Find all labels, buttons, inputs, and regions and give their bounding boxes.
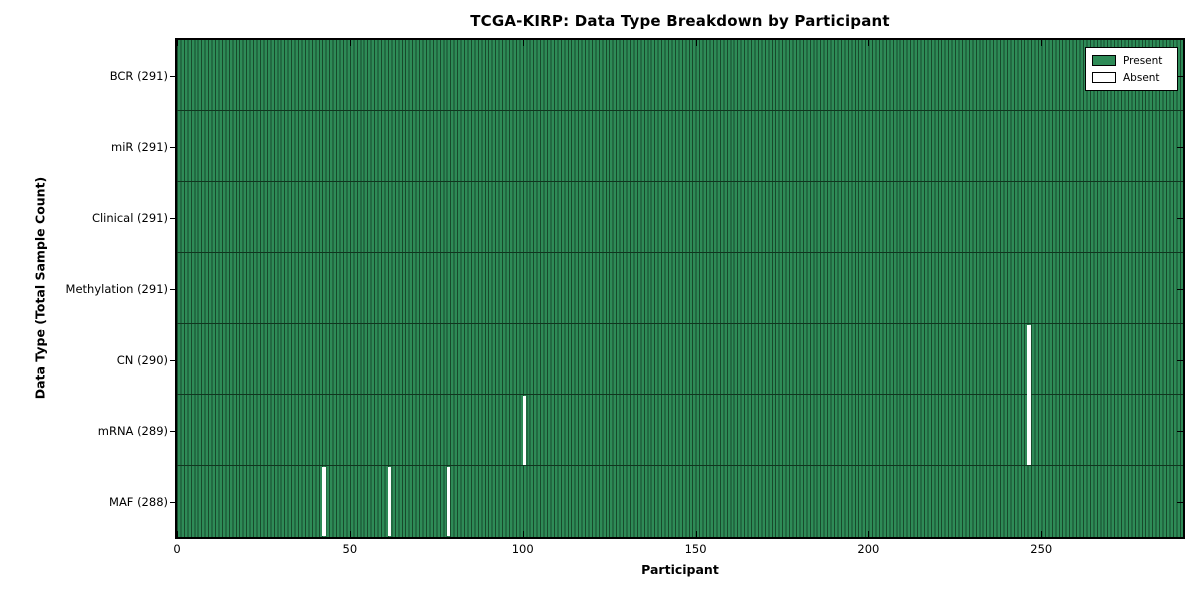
row-Methylation xyxy=(177,253,1183,324)
legend-item-absent: Absent xyxy=(1092,72,1171,84)
row-BCR xyxy=(177,40,1183,111)
x-tick-250 xyxy=(1041,531,1043,537)
y-tick-right-Clinical xyxy=(1177,217,1183,219)
y-tick-label-Clinical: Clinical (291) xyxy=(91,210,168,225)
y-tick-Clinical xyxy=(170,217,176,219)
y-tick-BCR xyxy=(170,75,176,77)
x-tick-200 xyxy=(868,531,870,537)
row-Clinical xyxy=(177,182,1183,253)
legend-swatch-present xyxy=(1092,55,1116,66)
y-tick-label-CN: CN (290) xyxy=(116,352,168,367)
y-tick-right-mRNA xyxy=(1177,430,1183,432)
x-tick-top-250 xyxy=(1041,40,1043,46)
legend-label-present: Present xyxy=(1123,54,1163,67)
x-tick-label-200: 200 xyxy=(857,542,880,556)
x-tick-150 xyxy=(695,531,697,537)
absent-bar-participant-246 xyxy=(1027,325,1032,465)
row-CN xyxy=(177,324,1183,395)
row-mRNA xyxy=(177,395,1183,466)
x-tick-label-50: 50 xyxy=(342,542,358,556)
x-tick-label-150: 150 xyxy=(684,542,707,556)
x-tick-label-100: 100 xyxy=(511,542,534,556)
absent-bar-participant-42 xyxy=(322,467,326,536)
y-tick-right-miR xyxy=(1177,146,1183,148)
y-tick-label-miR: miR (291) xyxy=(111,139,168,154)
y-tick-right-MAF xyxy=(1177,501,1183,503)
y-tick-label-Methylation: Methylation (291) xyxy=(65,281,168,296)
x-tick-0 xyxy=(177,531,178,537)
x-tick-top-50 xyxy=(349,40,351,46)
x-tick-100 xyxy=(522,531,524,537)
x-tick-top-100 xyxy=(522,40,524,46)
x-tick-50 xyxy=(349,531,351,537)
y-tick-CN xyxy=(170,359,176,361)
absent-bar-participant-100 xyxy=(522,396,527,465)
row-MAF xyxy=(177,466,1183,537)
y-tick-mRNA xyxy=(170,430,176,432)
y-tick-right-BCR xyxy=(1177,75,1183,77)
y-tick-right-Methylation xyxy=(1177,288,1183,290)
x-tick-top-0 xyxy=(177,40,178,46)
legend-label-absent: Absent xyxy=(1123,71,1160,84)
y-tick-label-MAF: MAF (288) xyxy=(109,494,168,509)
y-tick-right-CN xyxy=(1177,359,1183,361)
absent-bar-participant-61 xyxy=(387,467,392,536)
x-tick-label-250: 250 xyxy=(1030,542,1053,556)
chart-title: TCGA-KIRP: Data Type Breakdown by Partic… xyxy=(470,12,890,30)
x-axis-label: Participant xyxy=(641,562,719,577)
x-tick-label-0: 0 xyxy=(173,542,181,556)
x-tick-top-200 xyxy=(868,40,870,46)
y-tick-MAF xyxy=(170,501,176,503)
presence-matrix xyxy=(177,40,1183,537)
y-tick-label-mRNA: mRNA (289) xyxy=(97,423,168,438)
row-miR xyxy=(177,111,1183,182)
absent-bar-participant-78 xyxy=(446,467,451,536)
legend: Present Absent xyxy=(1085,47,1178,91)
y-tick-Methylation xyxy=(170,288,176,290)
y-tick-label-BCR: BCR (291) xyxy=(109,68,168,83)
legend-item-present: Present xyxy=(1092,55,1171,67)
y-tick-miR xyxy=(170,146,176,148)
plot-area xyxy=(175,38,1185,539)
legend-swatch-absent xyxy=(1092,72,1116,83)
x-tick-top-150 xyxy=(695,40,697,46)
